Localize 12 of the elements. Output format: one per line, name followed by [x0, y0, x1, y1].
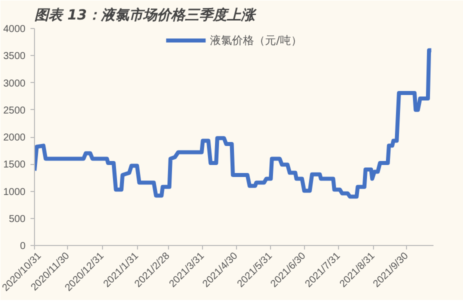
y-tick-label: 1000 — [3, 186, 26, 198]
line-series — [34, 48, 434, 199]
y-tick-label: 1500 — [3, 160, 26, 171]
y-tick-label: 500 — [8, 214, 26, 225]
y-tick-label: 2000 — [3, 132, 26, 144]
legend-label: 液氯价格（元/吨） — [210, 32, 302, 48]
y-tick-label: 0 — [20, 241, 26, 252]
y-tick-label: 3500 — [3, 51, 26, 62]
y-tick-label: 2500 — [3, 105, 26, 116]
y-tick-label: 3000 — [3, 78, 26, 90]
chart-title: 图表 13：液氯市场价格三季度上涨 — [34, 6, 257, 24]
y-tick-label: 4000 — [3, 24, 26, 35]
